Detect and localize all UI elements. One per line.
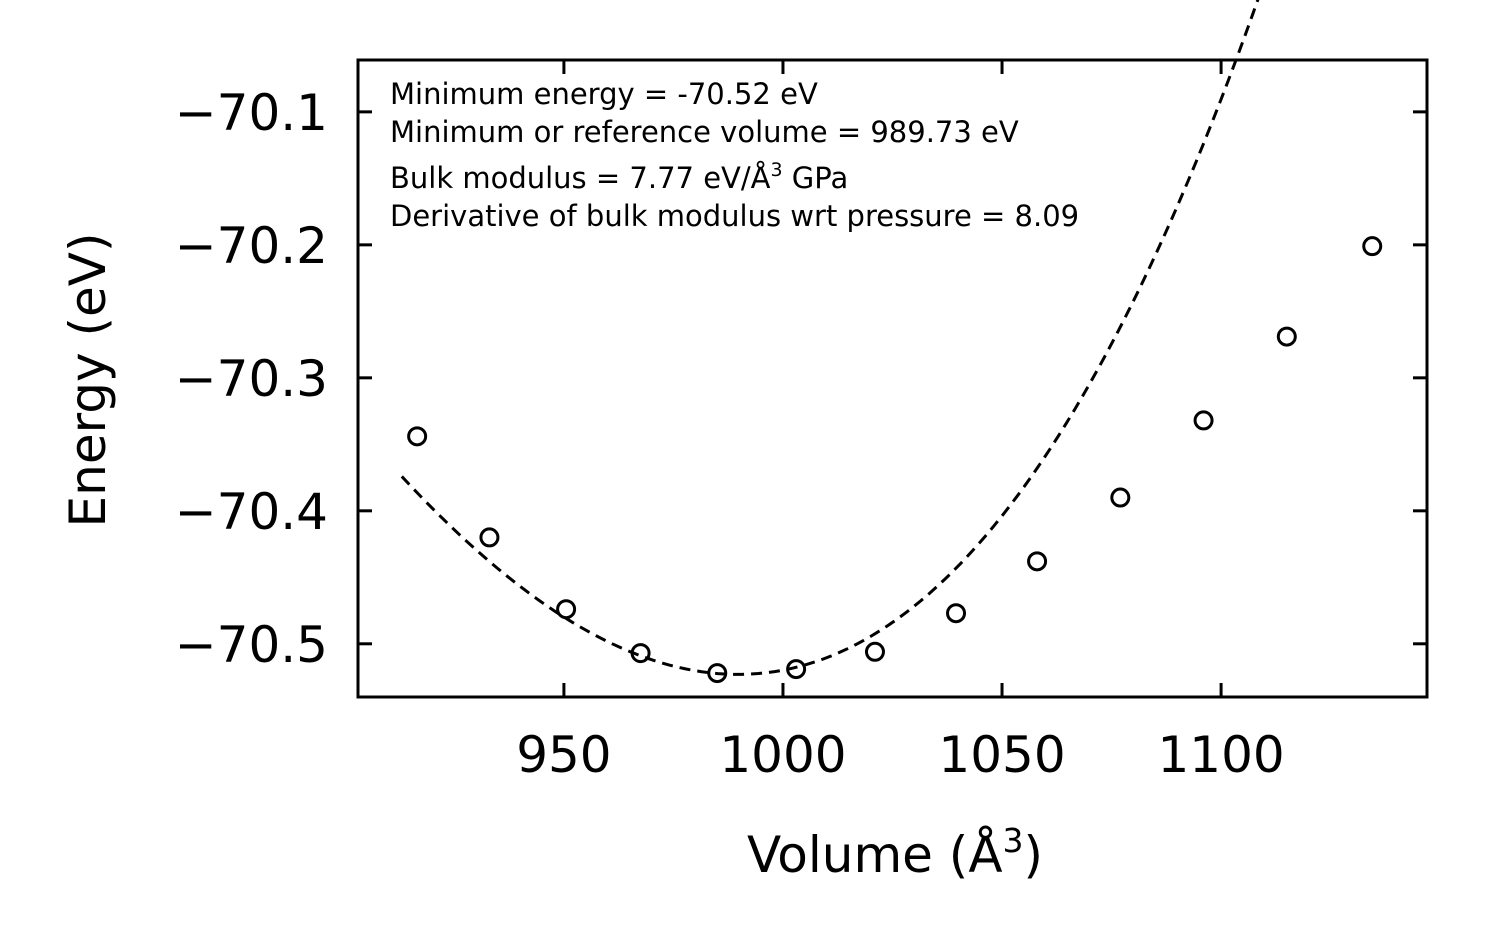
- y-axis-label: Energy (eV): [59, 233, 117, 528]
- data-point: [556, 599, 577, 620]
- annotation-min-volume: Minimum or reference volume = 989.73 eV: [390, 115, 1019, 149]
- data-point: [707, 663, 728, 684]
- annotation-bulk-modulus: Bulk modulus = 7.77 eV/Å3 GPa: [390, 159, 848, 195]
- x-tick-label: 1050: [938, 726, 1065, 784]
- annotation-min-energy: Minimum energy = -70.52 eV: [390, 77, 818, 111]
- x-tick-label: 1000: [719, 726, 846, 784]
- data-point: [786, 659, 807, 680]
- y-tick-label: −70.2: [175, 217, 328, 275]
- annotation-bulk-derivative: Derivative of bulk modulus wrt pressure …: [390, 199, 1079, 233]
- data-point: [1193, 410, 1214, 431]
- y-tick-label: −70.3: [175, 350, 328, 408]
- x-axis-label: Volume (Å3): [747, 821, 1043, 884]
- data-point: [1110, 487, 1131, 508]
- x-tick-labels: 950 1000 1050 1100: [516, 726, 1285, 784]
- data-point: [407, 426, 428, 447]
- data-point: [630, 643, 651, 664]
- data-point: [946, 603, 967, 624]
- data-points: [407, 236, 1383, 684]
- fit-curve: [400, 0, 1260, 676]
- data-point: [1276, 326, 1297, 347]
- y-tick-labels: −70.1 −70.2 −70.3 −70.4 −70.5: [175, 84, 328, 674]
- y-tick-label: −70.1: [175, 84, 328, 142]
- axis-ticks: [358, 60, 1427, 697]
- data-point: [1362, 236, 1383, 257]
- data-point: [479, 527, 500, 548]
- y-tick-label: −70.4: [175, 483, 328, 541]
- plot-frame: [356, 58, 1429, 699]
- x-tick-label: 1100: [1157, 726, 1284, 784]
- annotation-box: Minimum energy = -70.52 eV Minimum or re…: [390, 77, 1079, 233]
- data-point: [1027, 551, 1048, 572]
- x-tick-label: 950: [516, 726, 611, 784]
- y-tick-label: −70.5: [175, 616, 328, 674]
- data-point: [864, 641, 885, 662]
